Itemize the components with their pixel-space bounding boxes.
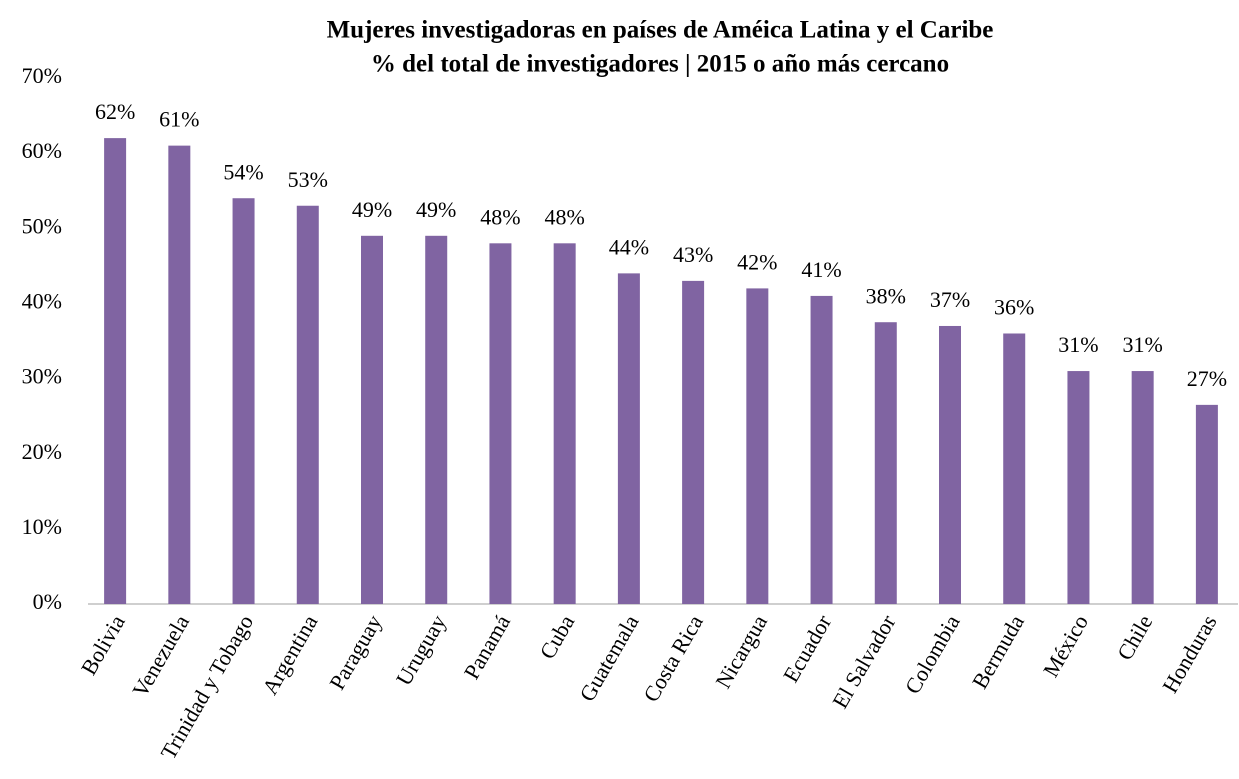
x-tick-label: Bolivia bbox=[76, 610, 130, 679]
x-tick-label: Honduras bbox=[1157, 611, 1221, 698]
bar bbox=[617, 273, 640, 604]
y-tick-label: 40% bbox=[22, 288, 62, 313]
x-tick-label: Venezuela bbox=[127, 610, 194, 701]
bar bbox=[1195, 404, 1218, 604]
bar bbox=[296, 205, 319, 604]
x-tick-label: Bermuda bbox=[967, 610, 1029, 693]
x-tick-label: Colombia bbox=[900, 610, 965, 698]
bar bbox=[553, 243, 576, 605]
x-tick-label: Nicargua bbox=[710, 610, 772, 692]
y-tick-label: 70% bbox=[22, 63, 62, 88]
bar bbox=[104, 138, 127, 604]
chart-title: Mujeres investigadoras en países de Améi… bbox=[327, 17, 994, 44]
value-label: 42% bbox=[737, 249, 777, 274]
bar bbox=[874, 322, 897, 604]
value-label: 49% bbox=[352, 197, 392, 222]
value-label: 27% bbox=[1187, 366, 1227, 391]
x-tick-label: El Salvador bbox=[827, 610, 901, 713]
value-label: 48% bbox=[480, 204, 520, 229]
value-label: 53% bbox=[288, 167, 328, 192]
bar bbox=[1067, 371, 1090, 604]
y-tick-label: 20% bbox=[22, 439, 62, 464]
value-label: 49% bbox=[416, 197, 456, 222]
y-tick-label: 10% bbox=[22, 514, 62, 539]
bar bbox=[1131, 371, 1154, 604]
value-label: 38% bbox=[866, 283, 906, 308]
bar bbox=[810, 295, 833, 604]
value-label: 48% bbox=[545, 204, 585, 229]
bar bbox=[489, 243, 512, 605]
bar bbox=[1003, 333, 1026, 604]
value-label: 37% bbox=[930, 287, 970, 312]
x-tick-label: Paraguay bbox=[324, 611, 387, 694]
value-label: 31% bbox=[1123, 332, 1163, 357]
x-tick-label: Argentina bbox=[257, 610, 323, 699]
chart-subtitle: % del total de investigadores | 2015 o a… bbox=[371, 51, 949, 78]
x-tick-label: Costa Rica bbox=[638, 610, 708, 706]
bar bbox=[746, 288, 769, 604]
x-tick-label: Panamá bbox=[459, 610, 516, 683]
y-tick-label: 60% bbox=[22, 138, 62, 163]
y-tick-label: 0% bbox=[33, 589, 62, 614]
x-tick-label: Chile bbox=[1112, 611, 1157, 665]
x-tick-label: Cuba bbox=[534, 610, 579, 663]
bar bbox=[361, 235, 383, 605]
x-tick-label: Ecuador bbox=[778, 610, 837, 687]
value-label: 31% bbox=[1058, 332, 1098, 357]
bar bbox=[232, 198, 255, 604]
value-label: 54% bbox=[223, 159, 263, 184]
y-tick-label: 50% bbox=[22, 213, 62, 238]
value-label: 44% bbox=[609, 234, 649, 259]
value-label: 61% bbox=[159, 107, 199, 132]
value-label: 41% bbox=[801, 257, 841, 282]
value-label: 36% bbox=[994, 295, 1034, 320]
bar bbox=[168, 145, 191, 604]
value-label: 43% bbox=[673, 242, 713, 267]
x-tick-label: Guatemala bbox=[574, 610, 643, 705]
bar bbox=[425, 235, 448, 605]
bar bbox=[682, 280, 705, 604]
bar bbox=[939, 325, 961, 604]
x-tick-label: México bbox=[1038, 611, 1093, 682]
value-label: 62% bbox=[95, 99, 135, 124]
x-tick-label: Uruguay bbox=[391, 611, 451, 690]
y-tick-label: 30% bbox=[22, 364, 62, 389]
